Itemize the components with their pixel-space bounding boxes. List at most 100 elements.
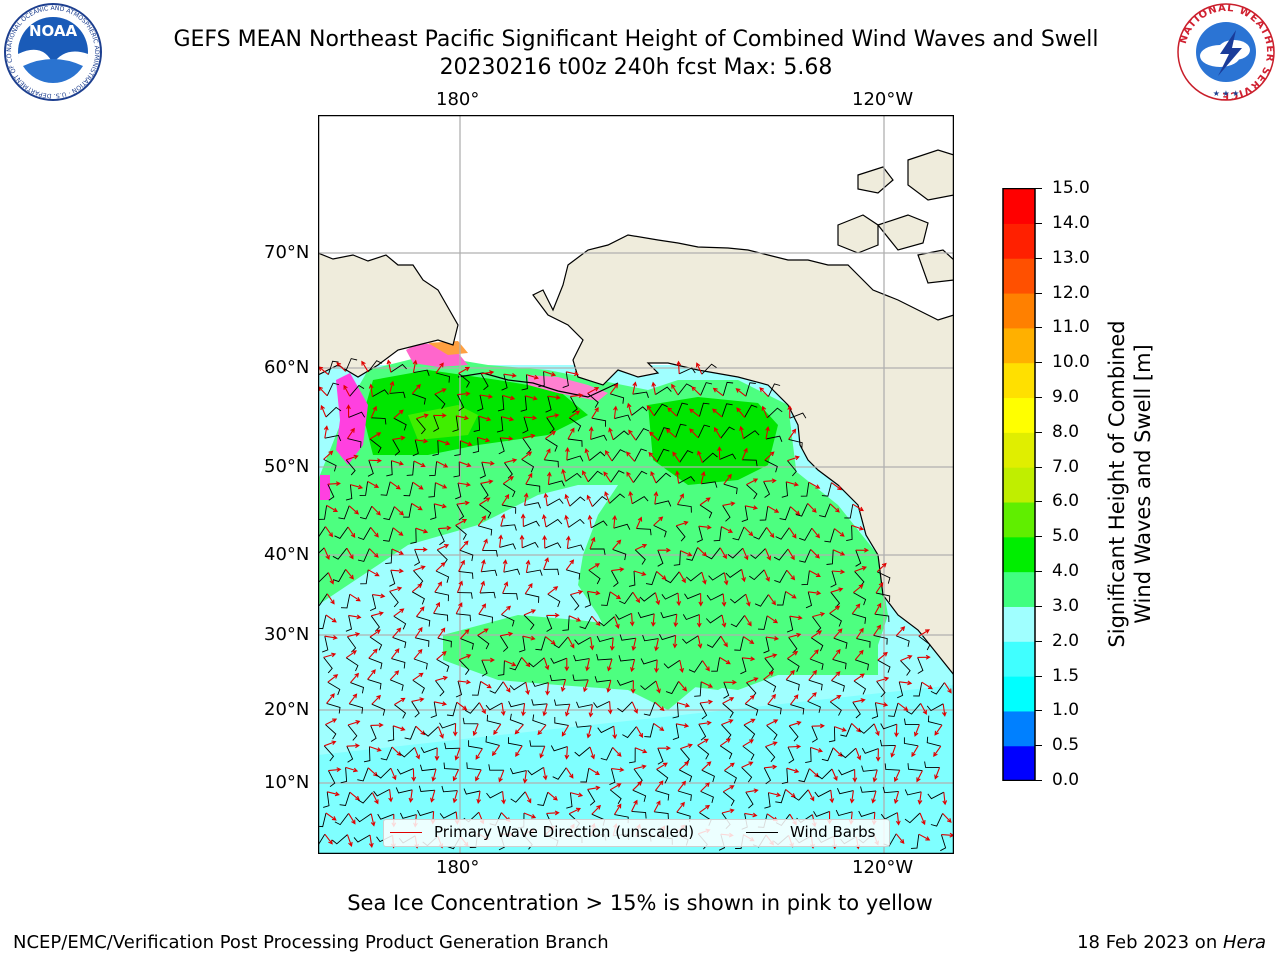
wind-barb (423, 726, 439, 737)
wave-direction-arrow (479, 580, 486, 594)
wind-barb (345, 615, 353, 632)
wave-direction-arrow (714, 426, 722, 439)
wave-direction-arrow (611, 567, 625, 572)
wave-direction-arrow (393, 725, 406, 731)
wind-barb (763, 767, 772, 785)
wave-direction-arrow (323, 425, 329, 439)
wind-barb (501, 614, 515, 627)
wave-direction-arrow (368, 383, 374, 397)
wind-barb (926, 703, 944, 712)
colorbar-tick-label: 9.0 (1052, 386, 1080, 407)
wave-direction-arrow (586, 725, 592, 739)
wave-direction-arrow (943, 682, 952, 694)
wind-barb (600, 747, 614, 761)
wind-barb (485, 735, 500, 746)
wave-direction-arrow (785, 788, 796, 798)
wind-barb (439, 811, 457, 819)
wave-direction-arrow (525, 559, 531, 573)
wave-direction-arrow (543, 448, 551, 461)
lon-label-top-180: 180° (436, 89, 480, 110)
wave-direction-arrow (369, 746, 382, 752)
wind-barb (589, 451, 606, 461)
wind-barb (529, 740, 545, 747)
wind-barb (457, 592, 473, 599)
wind-barb (349, 384, 365, 397)
wind-barb (678, 476, 695, 484)
wave-direction-arrow (394, 506, 405, 516)
wind-barb (722, 381, 734, 396)
wave-direction-arrow (851, 603, 861, 615)
wind-barb (861, 747, 879, 754)
wave-direction-arrow (389, 670, 400, 681)
wind-barb (573, 654, 590, 662)
wind-barb (371, 417, 387, 425)
wave-direction-arrow (523, 812, 537, 819)
wave-direction-arrow (764, 764, 778, 770)
wind-barb (611, 449, 626, 462)
wave-direction-arrow (436, 460, 449, 468)
wind-barb (428, 482, 436, 498)
wind-barb (628, 570, 636, 587)
wind-barb (345, 459, 356, 476)
wind-barb (622, 726, 637, 739)
wave-direction-arrow (323, 652, 337, 658)
wind-barb (566, 569, 581, 580)
wind-barb (855, 659, 870, 671)
wind-barb (840, 723, 853, 737)
colorbar-tick-label: 10.0 (1052, 352, 1090, 373)
wave-direction-arrow (742, 656, 756, 662)
wind-barb (345, 657, 359, 672)
legend-entry-wind-barbs: Wind Barbs (746, 823, 875, 841)
wind-barb (721, 724, 732, 740)
wind-barb (346, 746, 354, 763)
wave-direction-arrow (721, 593, 727, 607)
wind-barb (657, 748, 664, 765)
wave-direction-arrow (612, 515, 618, 529)
wave-direction-arrow (500, 436, 514, 441)
wave-direction-arrow (680, 550, 693, 557)
wind-barb (746, 484, 758, 500)
wind-barb (498, 437, 505, 455)
wave-direction-arrow (546, 413, 560, 418)
wind-barb (535, 636, 546, 651)
wind-barb (567, 544, 584, 551)
wind-barb (665, 681, 679, 695)
wave-direction-arrow (459, 540, 469, 551)
wind-barb (477, 394, 484, 412)
wind-barb (741, 505, 749, 523)
wave-direction-arrow (790, 506, 801, 516)
wind-barb (325, 724, 337, 740)
wave-direction-arrow (871, 790, 877, 804)
wind-barb (501, 374, 508, 391)
wave-direction-arrow (501, 493, 510, 506)
wind-barb (775, 527, 790, 540)
wave-direction-arrow (697, 738, 709, 746)
wave-direction-arrow (742, 547, 749, 561)
wave-direction-arrow (521, 451, 533, 460)
wind-barb (722, 703, 734, 718)
wind-barb (435, 570, 450, 583)
wind-barb (701, 363, 717, 375)
wave-direction-arrow (631, 701, 638, 714)
wind-barb (464, 702, 480, 714)
colorbar-tick-mark (1035, 780, 1042, 781)
wave-direction-arrow (746, 677, 759, 684)
wave-direction-arrow (672, 451, 681, 463)
sea-ice-overlay (320, 341, 608, 500)
wind-barb (659, 633, 676, 641)
wind-barb (634, 549, 646, 565)
wind-barb (836, 788, 854, 795)
wave-direction-arrow (678, 681, 688, 692)
wind-barb (546, 498, 564, 507)
wind-barb (766, 407, 783, 419)
colorbar-tick-label: 14.0 (1052, 212, 1090, 233)
wind-barb (679, 367, 696, 375)
wave-direction-arrow (808, 590, 822, 596)
wave-direction-arrow (326, 693, 335, 704)
colorbar-tick-mark (1035, 710, 1042, 712)
wave-direction-arrow (584, 448, 590, 461)
wave-direction-arrow (547, 394, 561, 400)
wind-barb (634, 448, 647, 462)
wave-direction-arrow (588, 563, 600, 571)
wave-direction-arrow (328, 767, 342, 773)
